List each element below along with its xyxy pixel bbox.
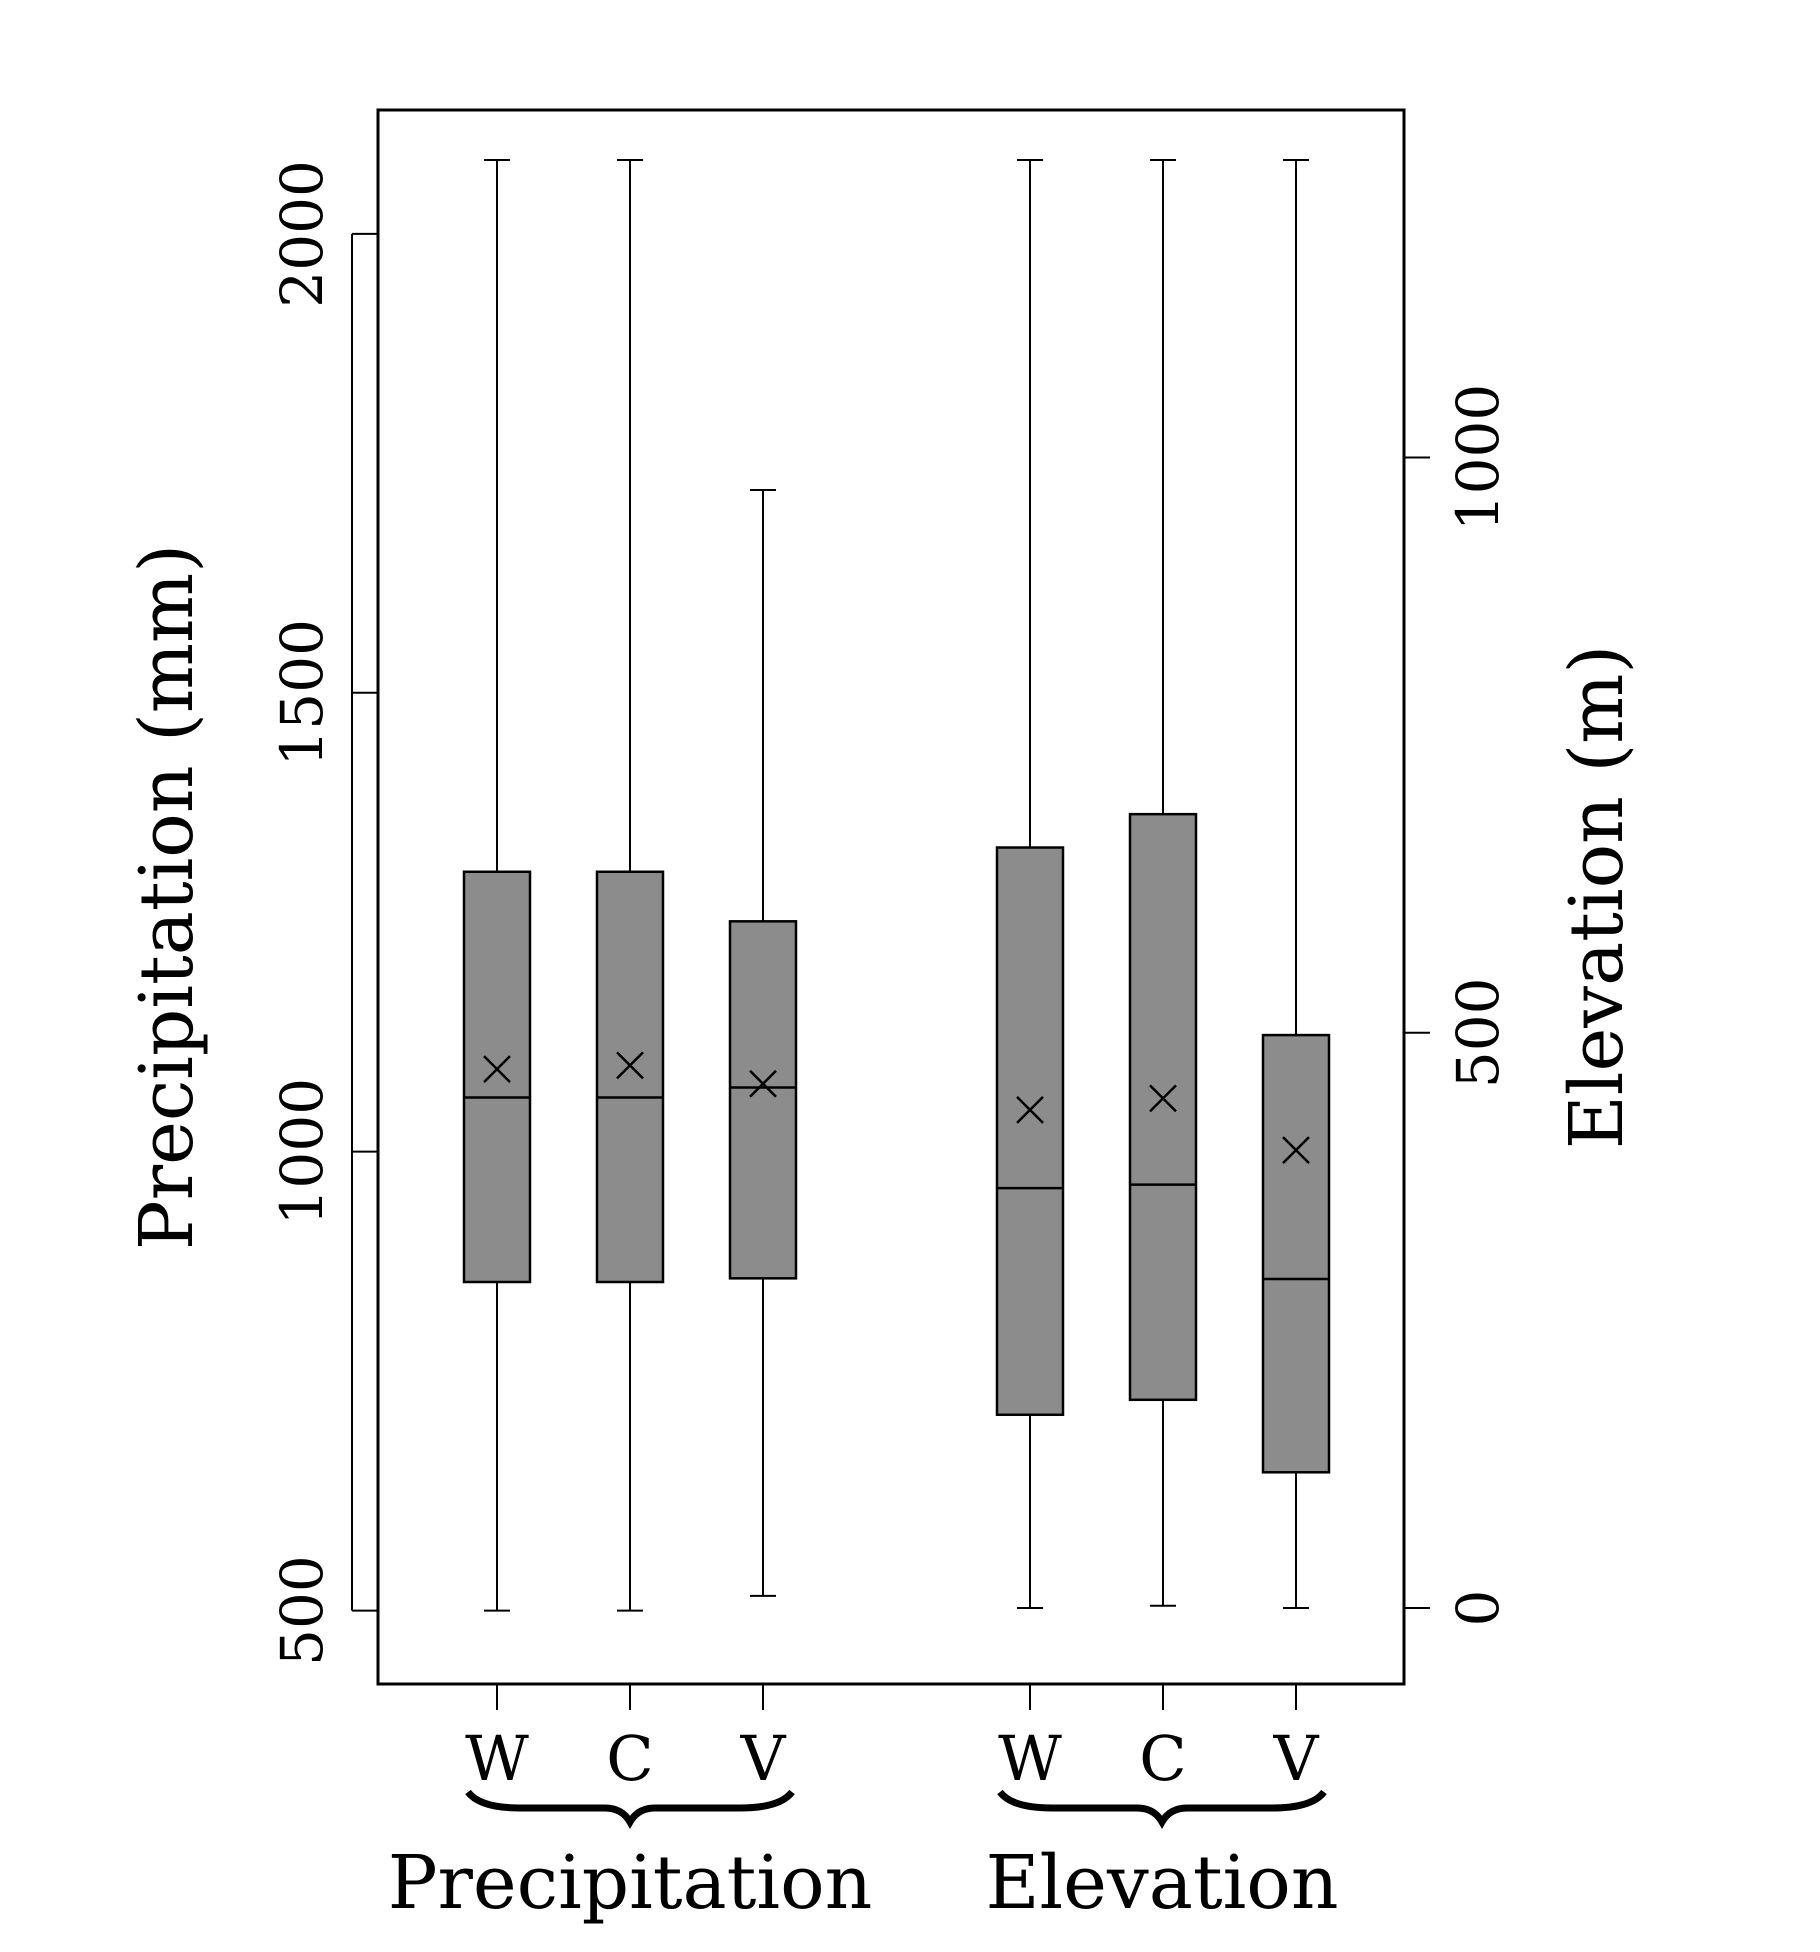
x-axis-category-label: W <box>465 1722 529 1795</box>
mean-marker <box>749 1069 777 1098</box>
iqr-box <box>1261 1033 1331 1474</box>
right-axis-title: Elevation (m) <box>1554 645 1640 1149</box>
x-axis-category-label: C <box>606 1722 653 1795</box>
box-precipitation-w <box>462 159 532 1612</box>
mean-marker <box>1282 1136 1310 1165</box>
box-precipitation-v <box>728 488 798 1597</box>
iqr-box <box>995 846 1065 1417</box>
right-axis-tick-label: 1000 <box>1444 384 1512 532</box>
right-axis-tick-label: 500 <box>1444 977 1512 1088</box>
box-elevation-c <box>1128 159 1198 1607</box>
x-axis-category-label: W <box>998 1722 1062 1795</box>
left-axis-tick-label: 2000 <box>268 160 336 308</box>
iqr-box <box>1128 812 1198 1402</box>
x-axis-category-label: C <box>1139 1722 1186 1795</box>
x-axis-category-label: V <box>740 1722 787 1795</box>
left-axis-tick-label: 1500 <box>268 619 336 767</box>
box-elevation-v <box>1261 159 1331 1610</box>
left-axis-title: Precipitation (mm) <box>124 544 210 1250</box>
mean-marker <box>1016 1095 1044 1124</box>
right-axis-tick-label: 0 <box>1444 1590 1512 1627</box>
precipitation-brace <box>465 1789 795 1830</box>
elevation-brace <box>997 1789 1327 1830</box>
left-axis: 500 1000 1500 2000 <box>268 160 378 1666</box>
plot-frame <box>376 108 1406 1686</box>
mean-marker <box>483 1055 511 1083</box>
x-axis-category-label: V <box>1273 1722 1320 1795</box>
left-axis-tick-label: 1000 <box>268 1078 336 1226</box>
box-elevation-w <box>995 159 1065 1610</box>
boxes <box>462 159 1331 1612</box>
left-axis-tick-label: 500 <box>268 1555 336 1666</box>
mean-marker <box>616 1051 644 1080</box>
group-label-elevation: Elevation <box>985 1840 1338 1926</box>
group-label-precipitation: Precipitation <box>388 1840 873 1926</box>
iqr-box <box>462 870 532 1284</box>
iqr-box <box>728 920 798 1280</box>
right-axis: 0 500 1000 <box>1403 384 1512 1627</box>
iqr-box <box>595 870 665 1284</box>
mean-marker <box>1149 1084 1177 1113</box>
box-precipitation-c <box>595 159 665 1612</box>
